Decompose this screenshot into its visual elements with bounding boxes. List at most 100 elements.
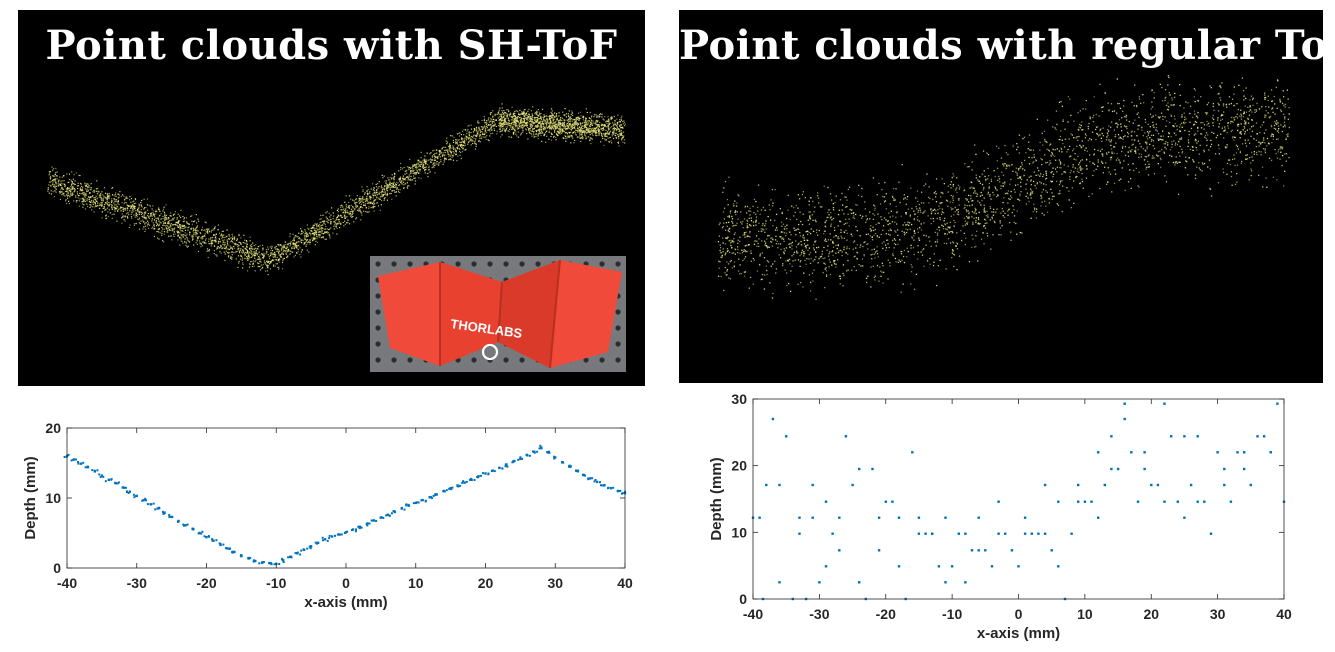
data-point-jitter (183, 524, 185, 527)
data-point-jitter (528, 454, 531, 457)
regular-tof-depth-chart: -40 -30 -20 -10 0 10 20 30 40 0 10 20 30 x-axis (mm)… (708, 391, 1292, 642)
data-point (937, 565, 941, 568)
data-point (435, 493, 438, 496)
data-point-jitter (252, 559, 255, 562)
plot-frame (752, 398, 1285, 600)
data-point-jitter (99, 476, 102, 478)
data-point (254, 559, 257, 563)
x-tick-label: 40 (1276, 606, 1292, 622)
data-point (964, 581, 967, 584)
sh-tof-data-points (63, 444, 627, 566)
data-point-jitter (382, 516, 385, 519)
data-point (323, 538, 327, 541)
data-point (911, 451, 914, 454)
data-point (372, 519, 376, 522)
data-point-jitter (521, 457, 524, 460)
data-point (519, 457, 522, 460)
data-point-jitter (200, 532, 203, 535)
data-point-jitter (482, 472, 484, 475)
data-point (818, 581, 821, 584)
y-tick-label: 0 (739, 591, 747, 607)
data-point-jitter (186, 523, 189, 526)
data-point (268, 561, 271, 565)
data-point (931, 532, 934, 535)
data-point-jitter (328, 537, 331, 540)
x-tick-label: -10 (942, 606, 962, 622)
data-point-jitter (67, 453, 70, 456)
data-point (917, 532, 921, 535)
y-tick-label: 20 (731, 458, 747, 474)
sh-tof-axes: -40 -30 -20 -10 0 10 20 30 40 0 10 20 (45, 420, 633, 591)
data-point-jitter (322, 539, 324, 542)
data-point (997, 500, 1000, 503)
data-point-jitter (154, 508, 157, 511)
data-point-jitter (231, 551, 234, 554)
sh-tof-x-axis-label: x-axis (mm) (304, 594, 387, 611)
data-point (1189, 483, 1193, 487)
data-point (484, 472, 487, 475)
data-point (1229, 500, 1233, 503)
data-point-jitter (619, 489, 622, 492)
data-point-jitter (540, 447, 543, 450)
data-point-jitter (451, 486, 454, 489)
data-point (1043, 483, 1047, 487)
data-point (884, 500, 887, 503)
data-point-jitter (465, 480, 468, 483)
data-point (1077, 483, 1080, 487)
x-tick-label: -20 (196, 575, 216, 591)
data-point (1130, 451, 1133, 454)
data-point (205, 536, 208, 539)
data-point-jitter (443, 490, 446, 493)
sh-tof-point-cloud-panel: Point clouds with SH-ToF THORLABS (18, 10, 645, 386)
data-point-jitter (442, 490, 445, 493)
x-tick-label: 0 (342, 575, 350, 591)
data-point-jitter (177, 519, 180, 522)
data-point-jitter (345, 531, 347, 534)
data-point-jitter (479, 474, 482, 477)
data-point-jitter (343, 532, 346, 534)
data-point (785, 435, 788, 438)
data-point-jitter (150, 503, 153, 506)
data-point (226, 547, 229, 550)
data-point-jitter (461, 481, 464, 484)
data-point (1243, 451, 1246, 454)
data-point (851, 483, 854, 487)
data-point (1090, 500, 1093, 503)
data-point-jitter (114, 481, 116, 484)
data-point-jitter (314, 541, 317, 544)
data-point (838, 549, 841, 552)
data-point (358, 525, 362, 528)
thorlabs-target-photo: THORLABS (370, 256, 626, 372)
data-point-jitter (511, 461, 514, 464)
data-point-jitter (290, 556, 293, 559)
data-point-jitter (77, 462, 80, 465)
data-point (824, 565, 828, 568)
data-point (778, 483, 781, 487)
data-point-jitter (328, 534, 331, 537)
data-point-jitter (294, 552, 297, 555)
data-point-jitter (498, 466, 501, 469)
data-point-jitter (491, 469, 494, 472)
data-point (1163, 402, 1166, 405)
data-point (858, 581, 861, 584)
data-point-jitter (262, 561, 265, 563)
data-point-jitter (281, 557, 283, 560)
data-point (156, 507, 159, 510)
data-point-jitter (211, 539, 214, 542)
x-tick-label: -30 (127, 575, 147, 591)
data-point (1070, 532, 1073, 535)
data-point-jitter (420, 499, 423, 502)
data-point-jitter (546, 451, 549, 454)
data-point-jitter (375, 520, 378, 522)
data-point-jitter (568, 464, 571, 467)
data-point-jitter (132, 493, 135, 496)
data-point (1110, 467, 1113, 471)
data-point-jitter (334, 534, 336, 537)
data-point-jitter (296, 551, 299, 554)
data-point-jitter (192, 528, 195, 531)
data-point (1123, 402, 1126, 405)
data-point-jitter (400, 507, 403, 510)
data-point (1236, 451, 1239, 454)
regular-tof-point-cloud-panel: Point clouds with regular ToF (679, 10, 1323, 383)
data-point-jitter (74, 458, 77, 461)
